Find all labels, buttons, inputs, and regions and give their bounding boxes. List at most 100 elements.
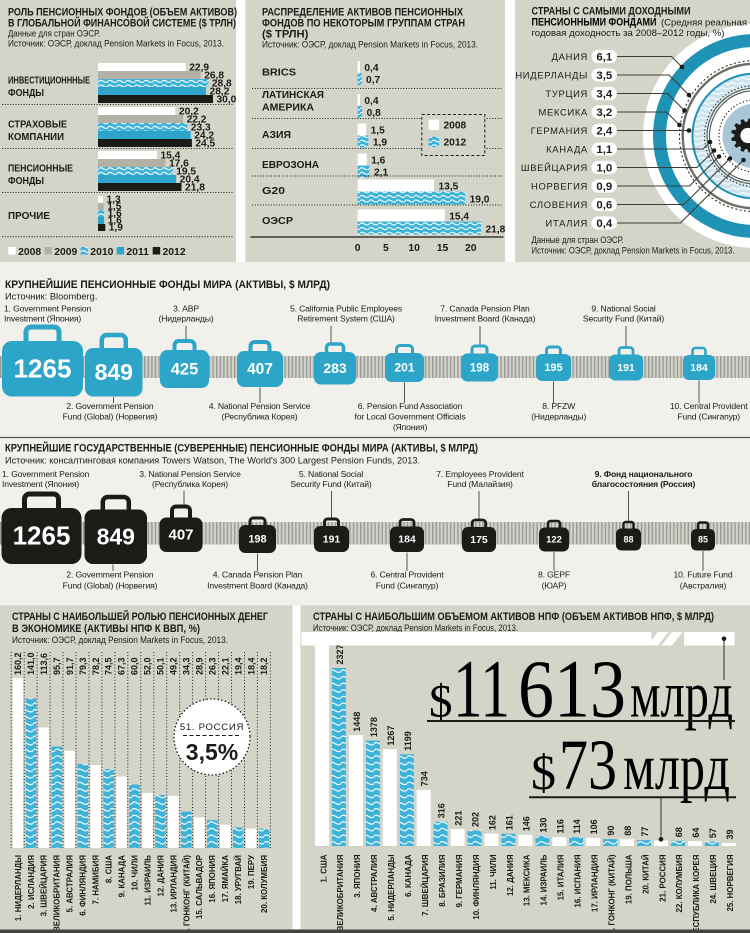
svg-text:6. КАНАДА: 6. КАНАДА — [404, 854, 413, 897]
svg-text:0: 0 — [355, 243, 361, 254]
svg-text:(Австралия): (Австралия) — [680, 581, 727, 591]
svg-text:КРУПНЕЙШИЕ ПЕНСИОННЫЕ ФОНДЫ МИ: КРУПНЕЙШИЕ ПЕНСИОННЫЕ ФОНДЫ МИРА (АКТИВЫ… — [5, 278, 330, 291]
svg-text:1378: 1378 — [369, 717, 379, 737]
svg-text:22. КОЛУМБИЯ: 22. КОЛУМБИЯ — [675, 854, 684, 912]
svg-text:благосостояния (Россия): благосостояния (Россия) — [592, 479, 696, 489]
svg-text:$: $ — [429, 675, 453, 727]
svg-text:ПРОЧИЕ: ПРОЧИЕ — [8, 211, 50, 222]
svg-text:85: 85 — [698, 535, 708, 545]
svg-text:175: 175 — [470, 534, 488, 546]
svg-text:6. Central Provident: 6. Central Provident — [371, 570, 445, 580]
svg-text:221: 221 — [454, 811, 464, 826]
svg-text:201: 201 — [394, 360, 414, 374]
svg-text:СТРАНЫ С САМЫМИ ДОХОДНЫМИ: СТРАНЫ С САМЫМИ ДОХОДНЫМИ — [532, 6, 691, 18]
svg-text:5. National Social: 5. National Social — [299, 469, 363, 479]
svg-text:МЕКСИКА: МЕКСИКА — [538, 106, 588, 117]
svg-text:14. ИЗРАИЛЬ: 14. ИЗРАИЛЬ — [540, 854, 549, 905]
svg-text:39: 39 — [725, 829, 735, 839]
svg-text:849: 849 — [95, 359, 133, 385]
svg-text:407: 407 — [247, 361, 273, 378]
svg-text:24,2: 24,2 — [194, 130, 214, 141]
svg-text:1,1: 1,1 — [596, 144, 612, 156]
svg-text:2,4: 2,4 — [596, 126, 612, 138]
svg-text:88: 88 — [623, 826, 633, 836]
svg-text:21. РОССИЯ: 21. РОССИЯ — [658, 854, 667, 902]
svg-text:13. МЕКСИКА: 13. МЕКСИКА — [523, 854, 532, 906]
svg-text:КАНАДА: КАНАДА — [546, 143, 588, 154]
svg-text:195: 195 — [544, 362, 562, 374]
svg-text:Источник: консалтинговая компа: Источник: консалтинговая компания Towers… — [5, 456, 420, 466]
svg-text:СТРАНЫ С НАИБОЛЬШЕЙ РОЛЬЮ ПЕНС: СТРАНЫ С НАИБОЛЬШЕЙ РОЛЬЮ ПЕНСИОННЫХ ДЕН… — [12, 610, 269, 623]
svg-text:КРУПНЕЙШИЕ ГОСУДАРСТВЕННЫЕ (С: КРУПНЕЙШИЕ ГОСУДАРСТВЕННЫЕ (СУВЕРЕННЫЕ) … — [5, 442, 478, 455]
svg-text:2012: 2012 — [444, 138, 467, 149]
svg-text:ПЕНСИОННЫМИ ФОНДАМИ: ПЕНСИОННЫМИ ФОНДАМИ — [532, 17, 657, 29]
svg-text:ФОНДОВ ПО НЕКОТОРЫМ ГРУППАМ СТ: ФОНДОВ ПО НЕКОТОРЫМ ГРУППАМ СТРАН — [262, 18, 465, 30]
svg-text:184: 184 — [690, 362, 708, 374]
svg-text:0,4: 0,4 — [364, 63, 378, 74]
svg-text:6,1: 6,1 — [596, 52, 612, 64]
svg-text:2011: 2011 — [126, 247, 149, 258]
svg-text:19,0: 19,0 — [470, 195, 490, 206]
svg-text:0,8: 0,8 — [367, 108, 381, 119]
svg-text:202: 202 — [471, 812, 481, 827]
svg-text:5: 5 — [383, 243, 389, 254]
svg-text:1,6: 1,6 — [108, 208, 122, 219]
svg-text:198: 198 — [248, 534, 266, 546]
svg-text:113,6: 113,6 — [39, 653, 49, 675]
svg-text:407: 407 — [168, 527, 193, 544]
svg-text:1,9: 1,9 — [109, 222, 123, 233]
svg-text:613: 613 — [518, 642, 626, 734]
svg-text:1448: 1448 — [352, 712, 362, 732]
svg-text:G20: G20 — [262, 186, 286, 197]
svg-text:162: 162 — [488, 815, 498, 830]
svg-text:ОЭСР: ОЭСР — [262, 216, 294, 227]
svg-text:17. ИРЛАНДИЯ: 17. ИРЛАНДИЯ — [591, 854, 600, 912]
svg-text:3,4: 3,4 — [596, 89, 612, 101]
svg-text:7. Employees Provident: 7. Employees Provident — [436, 469, 524, 479]
svg-text:8. БРАЗИЛИЯ: 8. БРАЗИЛИЯ — [438, 854, 447, 907]
svg-text:734: 734 — [420, 771, 430, 786]
svg-text:26,8: 26,8 — [204, 70, 224, 81]
svg-text:КОМПАНИИ: КОМПАНИИ — [8, 132, 64, 143]
svg-text:ПЕНСИОННЫЕ: ПЕНСИОННЫЕ — [8, 164, 73, 175]
svg-text:184: 184 — [398, 534, 416, 546]
svg-text:Fund (Global) (Норвегия): Fund (Global) (Норвегия) — [63, 581, 158, 591]
svg-text:5. California Public Employees: 5. California Public Employees — [290, 304, 402, 314]
svg-text:(ЮАР): (ЮАР) — [542, 581, 567, 591]
svg-text:СТРАНЫ С НАИБОЛЬШИМ ОБЪЕМОМ АК: СТРАНЫ С НАИБОЛЬШИМ ОБЪЕМОМ АКТИВОВ НПФ … — [313, 611, 714, 623]
svg-text:1. США: 1. США — [319, 854, 328, 882]
svg-text:191: 191 — [323, 533, 341, 545]
svg-text:51. РОССИЯ: 51. РОССИЯ — [180, 722, 244, 733]
svg-text:11. ЧИЛИ: 11. ЧИЛИ — [489, 854, 498, 889]
svg-text:161: 161 — [505, 815, 515, 830]
svg-text:10. Future Fund: 10. Future Fund — [674, 570, 733, 580]
svg-text:18. УРУГВАЙ: 18. УРУГВАЙ — [234, 855, 243, 905]
svg-text:РОЛЬ ПЕНСИОННЫХ ФОНДОВ (ОБЪЕМ: РОЛЬ ПЕНСИОННЫХ ФОНДОВ (ОБЪЕМ АКТИВОВ) — [8, 7, 237, 19]
svg-text:Retirement System (США): Retirement System (США) — [297, 314, 395, 324]
svg-text:21,8: 21,8 — [185, 182, 205, 193]
svg-text:11. ИЗРАИЛЬ: 11. ИЗРАИЛЬ — [143, 855, 152, 906]
svg-text:283: 283 — [323, 360, 347, 376]
svg-text:ЛАТИНСКАЯ: ЛАТИНСКАЯ — [262, 90, 324, 101]
svg-text:годовая доходность за 2008–201: годовая доходность за 2008–2012 годы, %) — [532, 27, 725, 38]
svg-text:Investment Board (Канада): Investment Board (Канада) — [207, 581, 308, 591]
svg-text:114: 114 — [572, 819, 582, 834]
svg-text:ФОНДЫ: ФОНДЫ — [8, 176, 44, 187]
svg-text:ТУРЦИЯ: ТУРЦИЯ — [545, 88, 588, 99]
svg-text:$: $ — [531, 744, 556, 800]
svg-text:21,8: 21,8 — [485, 225, 505, 236]
svg-text:15. САЛЬВАДОР: 15. САЛЬВАДОР — [195, 855, 204, 919]
svg-text:6. ФИНЛЯНДИЯ: 6. ФИНЛЯНДИЯ — [79, 855, 88, 916]
svg-text:13. ИРЛАНДИЯ: 13. ИРЛАНДИЯ — [169, 855, 178, 913]
svg-text:2009: 2009 — [54, 247, 77, 258]
svg-text:3. ЯПОНИЯ: 3. ЯПОНИЯ — [353, 854, 362, 898]
svg-text:9. ГЕРМАНИЯ: 9. ГЕРМАНИЯ — [455, 854, 464, 907]
svg-text:0,4: 0,4 — [596, 218, 612, 230]
svg-text:(Республика Корея): (Республика Корея) — [152, 479, 228, 489]
svg-text:14. ГОНКОНГ (КИТАЙ): 14. ГОНКОНГ (КИТАЙ) — [182, 855, 191, 933]
svg-text:ШВЕЙЦАРИЯ: ШВЕЙЦАРИЯ — [521, 162, 588, 173]
svg-text:15,4: 15,4 — [449, 212, 469, 223]
svg-text:18,2: 18,2 — [259, 657, 269, 675]
svg-text:ФОНДЫ: ФОНДЫ — [8, 88, 44, 99]
svg-text:9. КАНАДА: 9. КАНАДА — [118, 855, 127, 898]
